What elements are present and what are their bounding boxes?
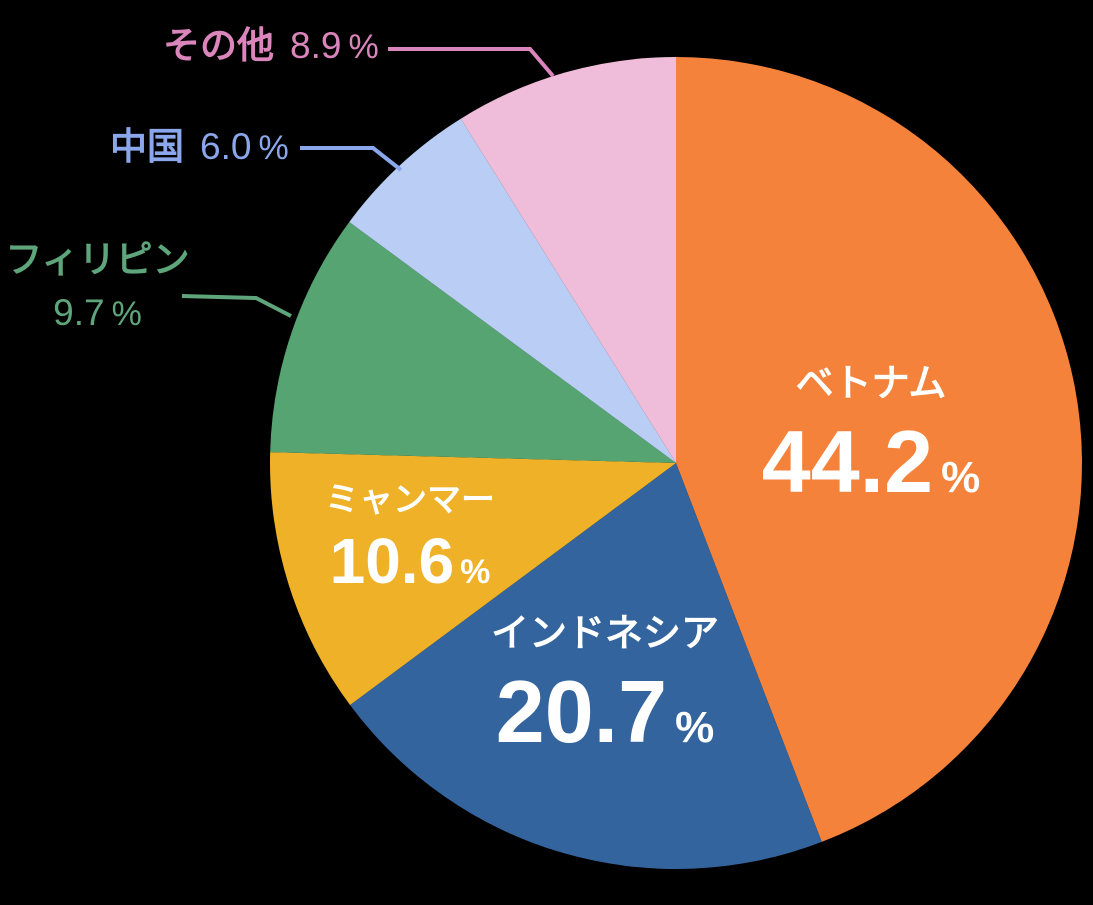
slice-name-philippines: フィリピン <box>5 239 190 280</box>
percent-sign: % <box>941 452 981 502</box>
slice-label-china: 中国 6.0% <box>110 126 289 168</box>
percent-sign: % <box>111 294 142 333</box>
slice-label-indonesia: インドネシア 20.7% <box>430 613 780 761</box>
slice-value-philippines: 9.7% <box>53 291 142 333</box>
leader-line-others <box>388 47 555 78</box>
slice-label-vietnam: ベトナム 44.2% <box>696 363 1046 511</box>
slice-label-philippines: フィリピン 9.7% <box>0 239 195 333</box>
slice-indonesia <box>350 463 822 869</box>
slice-label-others: その他 8.9% <box>163 25 379 67</box>
slice-value-myanmar: 10.6% <box>329 525 491 598</box>
slice-name-china: 中国 <box>110 126 184 167</box>
percent-sign: % <box>348 28 379 66</box>
percent-sign: % <box>460 553 491 592</box>
slice-vietnam <box>676 57 1082 842</box>
slice-value-vietnam: 44.2% <box>761 411 981 511</box>
slice-others <box>460 57 676 463</box>
slice-value-others: 8.9% <box>290 25 379 66</box>
slice-value-indonesia: 20.7% <box>495 661 715 761</box>
leader-line-china <box>300 146 403 172</box>
slice-philippines <box>270 221 676 463</box>
slice-name-others: その他 <box>163 25 274 66</box>
leader-line-philippines <box>181 294 292 318</box>
slice-name-vietnam: ベトナム <box>795 363 947 405</box>
slice-value-china: 6.0% <box>200 126 289 167</box>
slice-name-myanmar: ミャンマー <box>325 481 495 519</box>
percent-sign: % <box>675 702 715 752</box>
slice-name-indonesia: インドネシア <box>490 613 719 655</box>
percent-sign: % <box>258 129 289 167</box>
slice-label-myanmar: ミャンマー 10.6% <box>285 481 535 598</box>
slice-myanmar <box>269 452 676 706</box>
slice-china <box>349 118 676 463</box>
